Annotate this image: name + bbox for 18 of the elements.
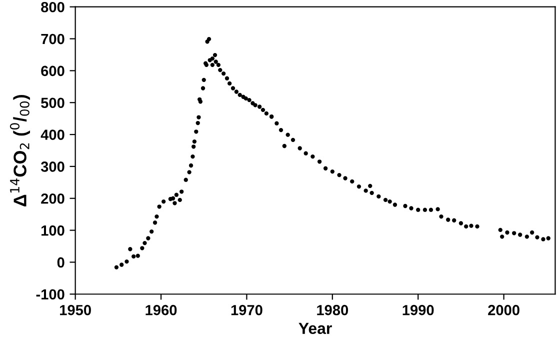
x-tick-label: 1990	[402, 304, 434, 316]
x-tick-label: 2000	[488, 304, 520, 316]
y-tick-label: 0	[57, 257, 64, 268]
y-tick-label: 600	[41, 66, 64, 76]
x-tick-label: 1960	[146, 304, 177, 316]
y-tick-label: 100	[42, 225, 64, 236]
y-tick-label: 800	[41, 2, 64, 12]
y-tick-label: 300	[40, 162, 64, 172]
y-tick-label: 400	[40, 130, 64, 140]
x-axis-title: Year	[298, 322, 332, 334]
text: Δ$^{14}$CO$_{2}$ ($^{0}$/$_{00}$)	[10, 94, 30, 206]
x-tick-label: 1980	[317, 304, 348, 316]
y-tick-label: 700	[41, 34, 64, 44]
x-tick-label: 1970	[231, 304, 262, 316]
y-tick-label: 200	[41, 193, 64, 204]
x-tick-label: 1950	[60, 304, 91, 316]
y-tick-label: 500	[41, 98, 64, 108]
y-tick-label: -100	[36, 289, 64, 300]
